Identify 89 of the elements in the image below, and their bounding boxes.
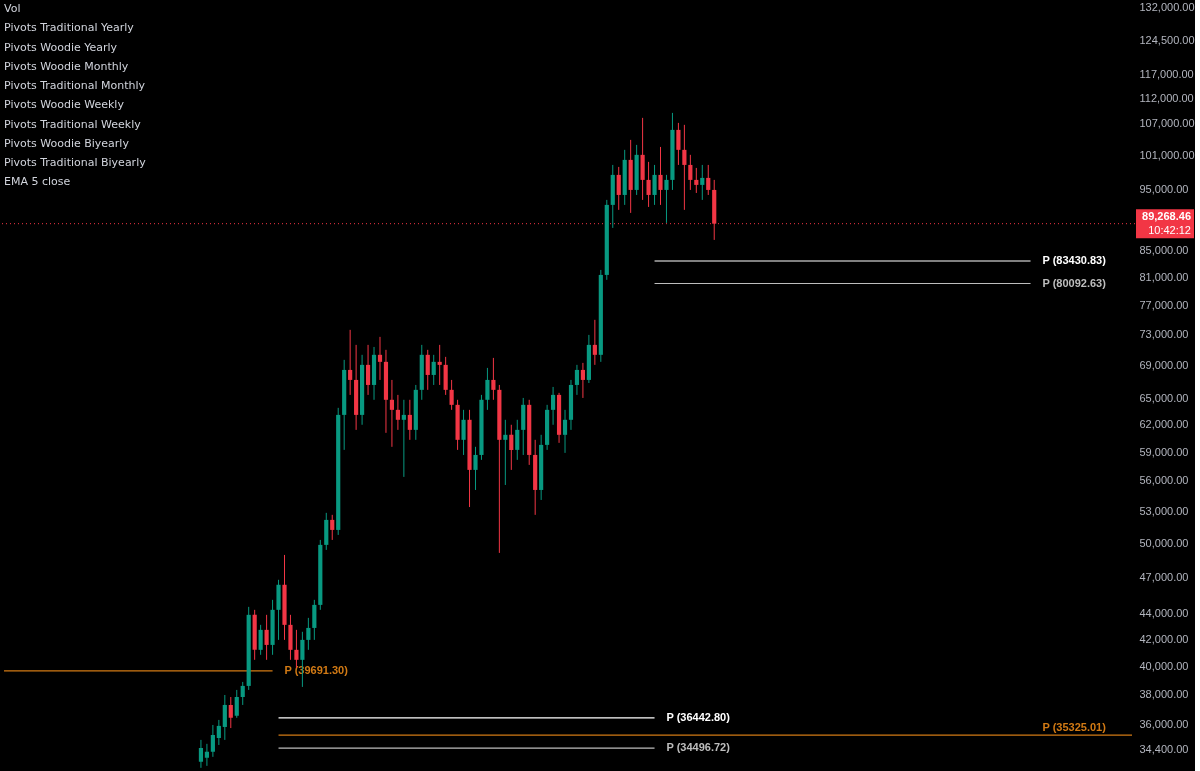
- y-tick-label: 38,000.00: [1139, 688, 1189, 701]
- candlestick: [389, 379, 395, 448]
- annotation: Pivots Woodie Biyearly: [4, 136, 130, 150]
- y-tick-label: 95,000.00: [1139, 182, 1189, 195]
- candlestick: [228, 696, 233, 729]
- candlestick: [682, 124, 687, 211]
- annotation: Pivots Woodie Yearly: [4, 40, 118, 54]
- y-tick-label: 81,000.00: [1139, 270, 1189, 283]
- y-tick-label: 73,000.00: [1139, 328, 1189, 341]
- annotation: Vol: [4, 2, 21, 15]
- y-tick-label: 36,000.00: [1139, 718, 1189, 731]
- candlestick: [676, 122, 681, 166]
- series-label: P (80092.63): [1042, 276, 1107, 289]
- y-tick-label: 56,000.00: [1139, 474, 1189, 487]
- candlestick: [473, 446, 478, 491]
- annotation: EMA 5 close: [4, 175, 71, 189]
- annotation: Pivots Woodie Weekly: [4, 98, 125, 112]
- series-label: P (83430.83): [1042, 253, 1107, 266]
- y-tick-label: 59,000.00: [1139, 445, 1189, 458]
- candlestick: [580, 362, 586, 399]
- y-tick-label: 107,000.00: [1139, 117, 1195, 130]
- y-tick-label: 62,000.00: [1139, 418, 1189, 431]
- y-tick-label: 34,400.00: [1139, 743, 1189, 756]
- y-tick-label: 53,000.00: [1139, 504, 1189, 517]
- annotation: Pivots Traditional Weekly: [4, 117, 142, 131]
- candlestick: [395, 394, 400, 431]
- y-tick-label: 77,000.00: [1139, 298, 1189, 311]
- candlestick: [264, 614, 269, 661]
- candlestick: [485, 367, 490, 411]
- y-tick-label: 44,000.00: [1139, 607, 1189, 620]
- y-tick-label: 117,000.00: [1139, 67, 1194, 80]
- text: 10:42:12: [1148, 223, 1191, 236]
- annotation: Pivots Woodie Monthly: [4, 59, 129, 73]
- candlestick: [216, 719, 221, 746]
- y-tick-label: 50,000.00: [1139, 536, 1189, 549]
- y-tick-label: 112,000.00: [1139, 92, 1194, 105]
- candlestick: [210, 724, 215, 758]
- ref-line-label: 89,268.46: [1142, 209, 1191, 222]
- candlestick: [515, 419, 520, 461]
- series-label: P (34496.72): [666, 741, 731, 754]
- annotation: Pivots Traditional Biyearly: [4, 156, 147, 169]
- candlestick: [377, 336, 383, 381]
- y-tick-label: 101,000.00: [1139, 149, 1195, 162]
- y-tick-label: 132,000.00: [1139, 1, 1195, 14]
- candlestick: [461, 409, 466, 456]
- candlestick: [491, 357, 496, 401]
- candlestick: [700, 164, 705, 201]
- candlestick: [306, 617, 311, 651]
- candlestick: [365, 344, 371, 396]
- candlestick: [664, 174, 669, 224]
- candlestick: [449, 379, 454, 411]
- y-tick-label: 69,000.00: [1139, 359, 1189, 372]
- y-tick-label: 85,000.00: [1139, 244, 1189, 257]
- candlestick: [616, 166, 621, 211]
- y-tick-label: 65,000.00: [1139, 392, 1189, 405]
- candlestick: [222, 694, 227, 741]
- candlestick: [348, 329, 353, 396]
- annotation: Pivots Traditional Yearly: [4, 21, 135, 35]
- candlestick: [258, 624, 263, 656]
- candlestick: [574, 364, 580, 396]
- candlestick: [204, 743, 209, 767]
- candlestick: [312, 599, 317, 641]
- y-tick-label: 47,000.00: [1139, 571, 1189, 584]
- candlestick: [646, 161, 651, 208]
- series-label: P (36442.80): [666, 710, 731, 723]
- candlestick: [509, 424, 514, 471]
- candlestick: [706, 164, 711, 196]
- annotation: Pivots Traditional Monthly: [4, 79, 146, 92]
- y-tick-label: 42,000.00: [1139, 633, 1189, 646]
- y-tick-label: 124,500.00: [1139, 33, 1195, 46]
- candlestick: [562, 409, 568, 454]
- candlestick: [503, 419, 508, 486]
- candlestick: [694, 167, 699, 194]
- candlestick: [658, 146, 663, 206]
- candlestick: [652, 164, 657, 206]
- candlestick: [240, 681, 245, 706]
- candlestick: [401, 399, 406, 478]
- candlestick: [425, 349, 430, 391]
- candlestick: [688, 154, 693, 191]
- candlestick: [550, 386, 556, 426]
- candlestick: [234, 689, 239, 719]
- candlestick: [592, 319, 597, 366]
- candlestick: [437, 344, 442, 386]
- series-label: P (35325.01): [1042, 721, 1107, 734]
- candlestick: [407, 399, 412, 441]
- y-tick-label: 40,000.00: [1139, 660, 1189, 673]
- candlestick: [431, 354, 436, 386]
- candlestick: [330, 514, 335, 541]
- candlestick: [198, 739, 204, 769]
